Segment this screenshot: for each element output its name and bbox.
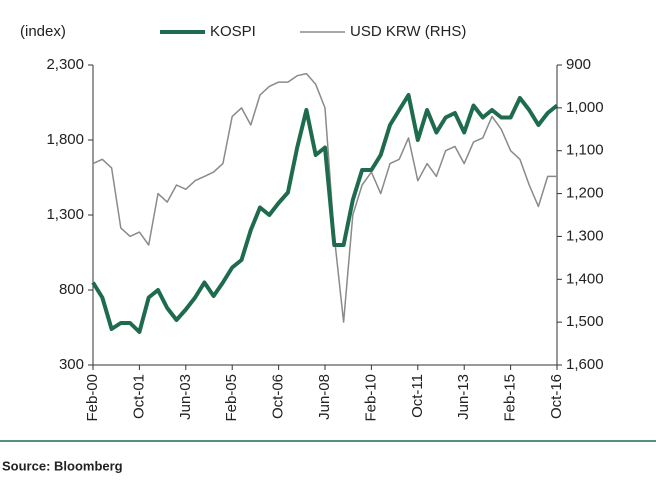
x-tick-label: Jun-13 [455,374,472,420]
y2-tick-label: 1,500 [566,313,604,330]
y-tick-label: 800 [59,281,84,298]
y2-tick-label: 1,300 [566,227,604,244]
x-tick-label: Oct-11 [409,374,426,418]
y-tick-label: 1,300 [46,206,84,223]
x-tick-label: Feb-10 [362,374,379,422]
y2-tick-label: 1,000 [566,99,604,116]
y-tick-label: 2,300 [46,56,84,73]
x-tick-label: Oct-01 [130,374,147,419]
x-tick-label: Oct-06 [270,374,287,419]
y-tick-label: 1,800 [46,131,84,148]
y2-tick-label: 1,100 [566,142,604,159]
x-tick-label: Feb-00 [84,374,101,422]
legend-label: KOSPI [210,23,256,40]
x-tick-label: Feb-05 [223,374,240,422]
y-axis-label: (index) [20,23,66,40]
y2-tick-label: 1,400 [566,270,604,287]
series-line [91,93,559,334]
y-tick-label: 300 [59,356,84,373]
series-line [92,72,557,323]
x-tick-label: Jun-08 [316,374,333,420]
x-tick-label: Feb-15 [502,374,519,422]
source: Source: Bloomberg [2,458,123,473]
y2-tick-label: 1,200 [566,185,604,202]
y2-tick-label: 1,600 [566,356,604,373]
legend-label: USD KRW (RHS) [350,23,466,40]
x-tick-label: Oct-16 [548,374,565,419]
y2-tick-label: 900 [566,56,591,73]
x-tick-label: Jun-03 [177,374,194,420]
